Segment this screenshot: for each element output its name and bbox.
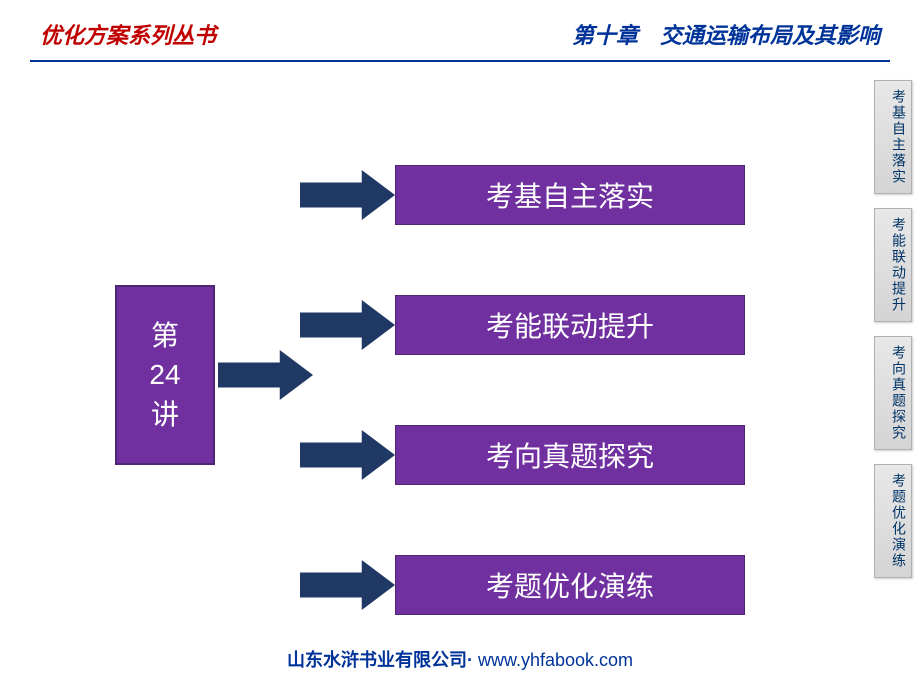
header-divider [30,60,890,62]
target-box: 考题优化演练 [395,555,745,615]
target-label: 考向真题探究 [486,435,654,475]
target-label: 考能联动提升 [486,305,654,345]
diagram-area: 第 24 讲 考基自主落实考能联动提升考向真题探究考题优化演练 [0,80,870,640]
footer-company: 山东水浒书业有限公司· [287,650,473,670]
footer-url: www.yhfabook.com [473,650,633,670]
branch-arrow-icon [300,560,395,610]
chapter-title: 第十章 交通运输布局及其影响 [572,18,880,50]
target-box: 考向真题探究 [395,425,745,485]
target-box: 考基自主落实 [395,165,745,225]
series-title: 优化方案系列丛书 [40,18,216,50]
sidebar: 考基自主落实考能联动提升考向真题探究考题优化演练 [874,80,912,578]
footer: 山东水浒书业有限公司· www.yhfabook.com [0,646,920,672]
target-label: 考题优化演练 [486,565,654,605]
sidebar-item[interactable]: 考能联动提升 [874,208,912,322]
branch-arrow-icon [300,170,395,220]
target-label: 考基自主落实 [486,175,654,215]
header: 优化方案系列丛书 第十章 交通运输布局及其影响 [0,0,920,60]
sidebar-item[interactable]: 考向真题探究 [874,336,912,450]
source-box: 第 24 讲 [115,285,215,465]
sidebar-item[interactable]: 考题优化演练 [874,464,912,578]
main-arrow-icon [218,350,313,400]
sidebar-item[interactable]: 考基自主落实 [874,80,912,194]
target-box: 考能联动提升 [395,295,745,355]
branch-arrow-icon [300,300,395,350]
source-label: 第 24 讲 [149,316,180,434]
branch-arrow-icon [300,430,395,480]
